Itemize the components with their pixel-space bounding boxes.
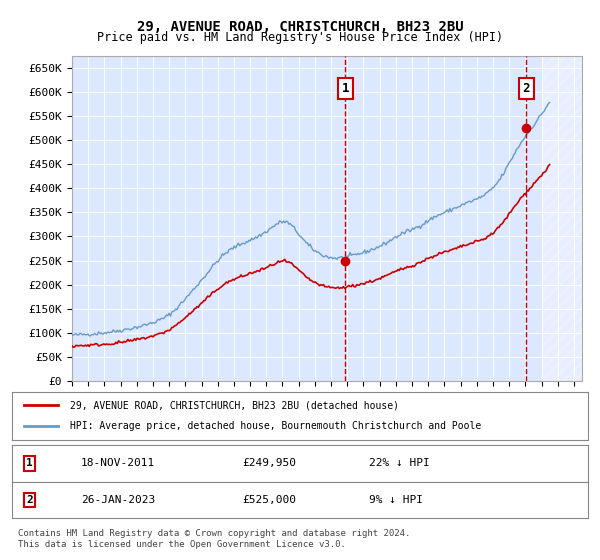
Bar bbox=[542, 56, 582, 381]
Text: 9% ↓ HPI: 9% ↓ HPI bbox=[369, 495, 423, 505]
Bar bbox=[542, 56, 582, 381]
Text: £525,000: £525,000 bbox=[242, 495, 296, 505]
Text: Contains HM Land Registry data © Crown copyright and database right 2024.
This d: Contains HM Land Registry data © Crown c… bbox=[18, 529, 410, 549]
Text: 1: 1 bbox=[26, 459, 32, 468]
Text: 29, AVENUE ROAD, CHRISTCHURCH, BH23 2BU: 29, AVENUE ROAD, CHRISTCHURCH, BH23 2BU bbox=[137, 20, 463, 34]
Text: HPI: Average price, detached house, Bournemouth Christchurch and Poole: HPI: Average price, detached house, Bour… bbox=[70, 421, 481, 431]
Text: 22% ↓ HPI: 22% ↓ HPI bbox=[369, 459, 430, 468]
Text: Price paid vs. HM Land Registry's House Price Index (HPI): Price paid vs. HM Land Registry's House … bbox=[97, 31, 503, 44]
Text: £249,950: £249,950 bbox=[242, 459, 296, 468]
Text: 2: 2 bbox=[26, 495, 32, 505]
Text: 29, AVENUE ROAD, CHRISTCHURCH, BH23 2BU (detached house): 29, AVENUE ROAD, CHRISTCHURCH, BH23 2BU … bbox=[70, 400, 398, 410]
Text: 1: 1 bbox=[341, 82, 349, 95]
Text: 18-NOV-2011: 18-NOV-2011 bbox=[81, 459, 155, 468]
Text: 2: 2 bbox=[523, 82, 530, 95]
Text: 26-JAN-2023: 26-JAN-2023 bbox=[81, 495, 155, 505]
